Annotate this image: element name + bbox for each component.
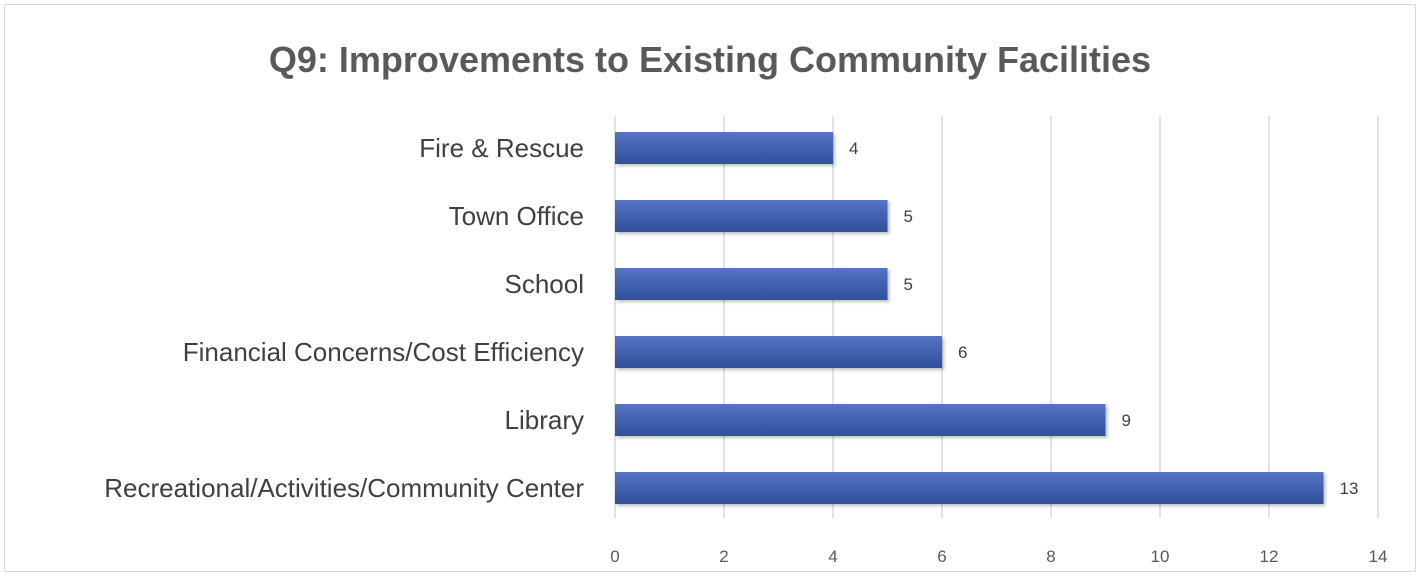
x-tick-label: 14 [1369,547,1388,566]
data-label: 6 [958,343,967,362]
x-tick-label: 8 [1046,547,1055,566]
category-label: Recreational/Activities/Community Center [104,473,584,503]
data-label: 9 [1122,411,1131,430]
data-label: 5 [904,207,913,226]
x-tick-label: 2 [719,547,728,566]
bar [615,132,833,164]
bar [615,404,1106,436]
category-label: Town Office [449,201,584,231]
category-label: Fire & Rescue [419,133,584,163]
data-label: 4 [849,139,858,158]
category-label: School [505,269,585,299]
bar [615,336,942,368]
x-tick-label: 12 [1260,547,1279,566]
data-label: 5 [904,275,913,294]
x-tick-label: 0 [610,547,619,566]
category-label: Financial Concerns/Cost Efficiency [183,337,584,367]
bar [615,200,888,232]
data-label: 13 [1340,479,1359,498]
category-label: Library [505,405,584,435]
bar [615,472,1324,504]
chart-title: Q9: Improvements to Existing Community F… [268,39,1152,80]
x-tick-label: 10 [1151,547,1170,566]
x-tick-label: 4 [828,547,837,566]
bar [615,268,888,300]
x-tick-label: 6 [937,547,946,566]
